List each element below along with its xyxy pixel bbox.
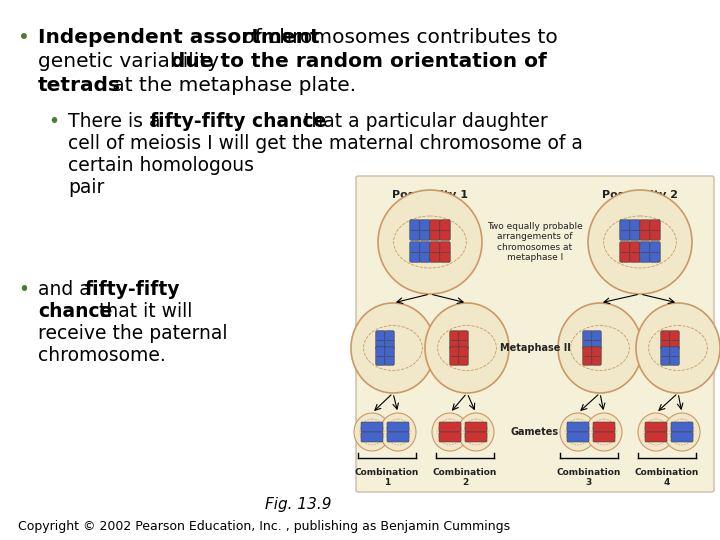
Ellipse shape xyxy=(458,413,494,451)
FancyBboxPatch shape xyxy=(465,422,487,432)
FancyBboxPatch shape xyxy=(661,331,670,349)
FancyBboxPatch shape xyxy=(670,347,679,365)
Ellipse shape xyxy=(586,413,622,451)
FancyBboxPatch shape xyxy=(649,242,660,262)
FancyBboxPatch shape xyxy=(440,242,450,262)
Text: cell of meiosis I will get the maternal chromosome of a: cell of meiosis I will get the maternal … xyxy=(68,134,583,153)
FancyBboxPatch shape xyxy=(410,242,420,262)
FancyBboxPatch shape xyxy=(376,347,385,365)
FancyBboxPatch shape xyxy=(430,242,440,262)
FancyBboxPatch shape xyxy=(440,220,450,240)
FancyBboxPatch shape xyxy=(459,331,468,349)
FancyBboxPatch shape xyxy=(384,331,395,349)
Text: Copyright © 2002 Pearson Education, Inc. , publishing as Benjamin Cummings: Copyright © 2002 Pearson Education, Inc.… xyxy=(18,520,510,533)
FancyBboxPatch shape xyxy=(582,331,592,349)
Text: at the metaphase plate.: at the metaphase plate. xyxy=(106,76,356,95)
Text: of chromosomes contributes to: of chromosomes contributes to xyxy=(236,28,558,47)
FancyBboxPatch shape xyxy=(620,242,630,262)
Ellipse shape xyxy=(378,190,482,294)
Text: tetrads: tetrads xyxy=(38,76,121,95)
Text: certain homologous: certain homologous xyxy=(68,156,254,175)
Text: chance: chance xyxy=(38,302,112,321)
Text: Combination
2: Combination 2 xyxy=(433,468,498,488)
Ellipse shape xyxy=(425,303,509,393)
Text: Metaphase II: Metaphase II xyxy=(500,343,570,353)
FancyBboxPatch shape xyxy=(567,422,589,432)
FancyBboxPatch shape xyxy=(582,347,592,365)
Text: Combination
1: Combination 1 xyxy=(355,468,419,488)
FancyBboxPatch shape xyxy=(593,422,615,432)
Ellipse shape xyxy=(354,413,390,451)
FancyBboxPatch shape xyxy=(430,220,440,240)
FancyBboxPatch shape xyxy=(439,432,461,442)
Text: Possibility 2: Possibility 2 xyxy=(602,190,678,200)
Ellipse shape xyxy=(351,303,435,393)
FancyBboxPatch shape xyxy=(620,220,630,240)
FancyBboxPatch shape xyxy=(640,220,650,240)
Text: There is a: There is a xyxy=(68,112,166,131)
FancyBboxPatch shape xyxy=(567,432,589,442)
FancyBboxPatch shape xyxy=(420,242,431,262)
FancyBboxPatch shape xyxy=(361,432,383,442)
FancyBboxPatch shape xyxy=(459,347,468,365)
Text: genetic variability: genetic variability xyxy=(38,52,225,71)
FancyBboxPatch shape xyxy=(671,422,693,432)
FancyBboxPatch shape xyxy=(671,432,693,442)
Ellipse shape xyxy=(664,413,700,451)
Text: •: • xyxy=(18,280,29,299)
Text: fifty-fifty: fifty-fifty xyxy=(85,280,181,299)
Text: and a: and a xyxy=(38,280,96,299)
Text: Possibility 1: Possibility 1 xyxy=(392,190,468,200)
Ellipse shape xyxy=(560,413,596,451)
FancyBboxPatch shape xyxy=(645,432,667,442)
FancyBboxPatch shape xyxy=(450,331,459,349)
Ellipse shape xyxy=(636,303,720,393)
FancyBboxPatch shape xyxy=(450,347,459,365)
FancyBboxPatch shape xyxy=(387,432,409,442)
FancyBboxPatch shape xyxy=(376,331,385,349)
Text: that a particular daughter: that a particular daughter xyxy=(298,112,548,131)
FancyBboxPatch shape xyxy=(439,422,461,432)
FancyBboxPatch shape xyxy=(630,242,640,262)
FancyBboxPatch shape xyxy=(649,220,660,240)
Ellipse shape xyxy=(380,413,416,451)
FancyBboxPatch shape xyxy=(384,347,395,365)
FancyBboxPatch shape xyxy=(661,347,670,365)
Text: Gametes: Gametes xyxy=(511,427,559,437)
Text: Fig. 13.9: Fig. 13.9 xyxy=(265,497,331,512)
FancyBboxPatch shape xyxy=(592,347,601,365)
Ellipse shape xyxy=(638,413,674,451)
Text: Combination
4: Combination 4 xyxy=(635,468,699,488)
FancyBboxPatch shape xyxy=(465,432,487,442)
FancyBboxPatch shape xyxy=(640,242,650,262)
Ellipse shape xyxy=(588,190,692,294)
Text: Independent assortment: Independent assortment xyxy=(38,28,320,47)
Text: Combination
3: Combination 3 xyxy=(557,468,621,488)
FancyBboxPatch shape xyxy=(361,422,383,432)
FancyBboxPatch shape xyxy=(593,432,615,442)
FancyBboxPatch shape xyxy=(410,220,420,240)
FancyBboxPatch shape xyxy=(670,331,679,349)
FancyBboxPatch shape xyxy=(630,220,640,240)
Text: due to the random orientation of: due to the random orientation of xyxy=(171,52,546,71)
Text: Two equally probable
arrangements of
chromosomes at
metaphase I: Two equally probable arrangements of chr… xyxy=(487,222,583,262)
Text: chromosome.: chromosome. xyxy=(38,346,166,365)
Text: •: • xyxy=(48,112,59,131)
Text: fifty-fifty chance: fifty-fifty chance xyxy=(150,112,326,131)
FancyBboxPatch shape xyxy=(420,220,431,240)
Text: that it will: that it will xyxy=(93,302,192,321)
FancyBboxPatch shape xyxy=(356,176,714,492)
Ellipse shape xyxy=(558,303,642,393)
Ellipse shape xyxy=(432,413,468,451)
Text: •: • xyxy=(18,28,30,47)
Text: pair: pair xyxy=(68,178,104,197)
FancyBboxPatch shape xyxy=(387,422,409,432)
FancyBboxPatch shape xyxy=(592,331,601,349)
FancyBboxPatch shape xyxy=(645,422,667,432)
Text: receive the paternal: receive the paternal xyxy=(38,324,228,343)
